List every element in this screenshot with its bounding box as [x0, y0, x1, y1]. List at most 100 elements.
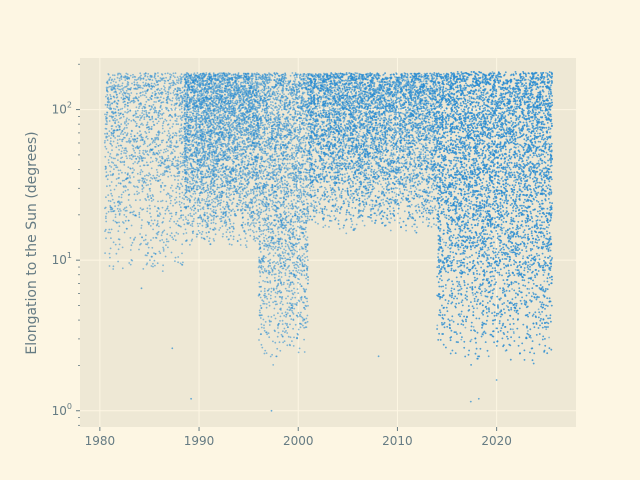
data-point — [111, 195, 113, 197]
data-point — [217, 169, 219, 171]
data-point — [118, 112, 120, 114]
data-point — [190, 224, 192, 226]
data-point — [226, 231, 228, 233]
data-point — [165, 77, 167, 79]
data-point — [112, 85, 114, 87]
data-point — [194, 118, 196, 120]
data-point — [126, 178, 128, 180]
data-point — [202, 225, 204, 227]
data-point — [115, 81, 117, 83]
data-point — [225, 214, 227, 216]
data-point — [247, 82, 249, 84]
data-point — [106, 148, 108, 150]
data-point — [212, 105, 214, 107]
data-point — [233, 228, 235, 230]
data-point — [140, 227, 142, 229]
data-point — [106, 175, 108, 177]
data-point — [206, 162, 208, 164]
data-point — [130, 136, 132, 138]
data-point — [107, 178, 109, 180]
data-point — [155, 73, 157, 75]
data-point — [234, 190, 236, 192]
data-point — [208, 115, 210, 117]
data-point — [254, 87, 256, 89]
data-point — [134, 84, 136, 86]
data-point — [138, 212, 140, 214]
data-point — [232, 202, 234, 204]
data-point — [196, 132, 198, 134]
data-point — [184, 181, 186, 183]
data-point — [202, 124, 204, 126]
data-point — [165, 210, 167, 212]
data-point — [207, 216, 209, 218]
data-point — [209, 191, 211, 193]
data-point — [213, 92, 215, 94]
data-point — [256, 195, 258, 197]
data-point — [210, 74, 212, 76]
data-point — [142, 91, 144, 93]
data-point — [201, 144, 203, 146]
data-point — [153, 104, 155, 106]
data-point — [147, 252, 149, 254]
data-point — [115, 126, 117, 128]
data-point — [256, 231, 258, 233]
data-point — [137, 173, 139, 175]
data-point — [146, 90, 148, 92]
data-point — [147, 193, 149, 195]
data-point — [123, 164, 125, 166]
data-point — [186, 129, 188, 131]
data-point — [196, 87, 198, 89]
data-point — [157, 201, 159, 203]
data-point — [139, 165, 141, 167]
data-point — [186, 99, 188, 101]
data-point — [212, 206, 214, 208]
data-point — [140, 92, 142, 94]
data-point — [181, 192, 183, 194]
data-point — [158, 112, 160, 114]
data-point — [186, 81, 188, 83]
data-point — [137, 132, 139, 134]
data-point — [252, 132, 254, 134]
data-point — [175, 88, 177, 90]
data-point — [185, 87, 187, 89]
data-point — [174, 156, 176, 158]
data-point — [157, 180, 159, 182]
data-point — [222, 206, 224, 208]
data-point — [175, 197, 177, 199]
data-point — [180, 77, 182, 79]
data-point — [152, 121, 154, 123]
data-point — [252, 140, 254, 142]
data-point — [210, 90, 212, 92]
data-point — [154, 76, 156, 78]
data-point — [228, 112, 230, 114]
data-point — [242, 157, 244, 159]
data-point — [209, 228, 211, 230]
data-point — [144, 157, 146, 159]
data-point — [105, 196, 107, 198]
data-point — [247, 75, 249, 77]
data-point — [140, 174, 142, 176]
data-point — [244, 164, 246, 166]
data-point — [169, 213, 171, 215]
data-point — [215, 141, 217, 143]
data-point — [239, 150, 241, 152]
data-point — [186, 190, 188, 192]
data-point — [188, 119, 190, 121]
data-point — [130, 237, 132, 239]
data-point — [211, 151, 213, 153]
data-point — [236, 125, 238, 127]
data-point — [233, 193, 235, 195]
data-point — [210, 83, 212, 85]
data-point — [152, 195, 154, 197]
data-point — [203, 199, 205, 201]
data-point — [240, 155, 242, 157]
data-point — [120, 133, 122, 135]
data-point — [227, 100, 229, 102]
data-point — [194, 191, 196, 193]
data-point — [253, 166, 255, 168]
data-point — [229, 151, 231, 153]
data-point — [189, 144, 191, 146]
data-point — [239, 117, 241, 119]
data-point — [108, 99, 110, 101]
data-point — [161, 162, 163, 164]
